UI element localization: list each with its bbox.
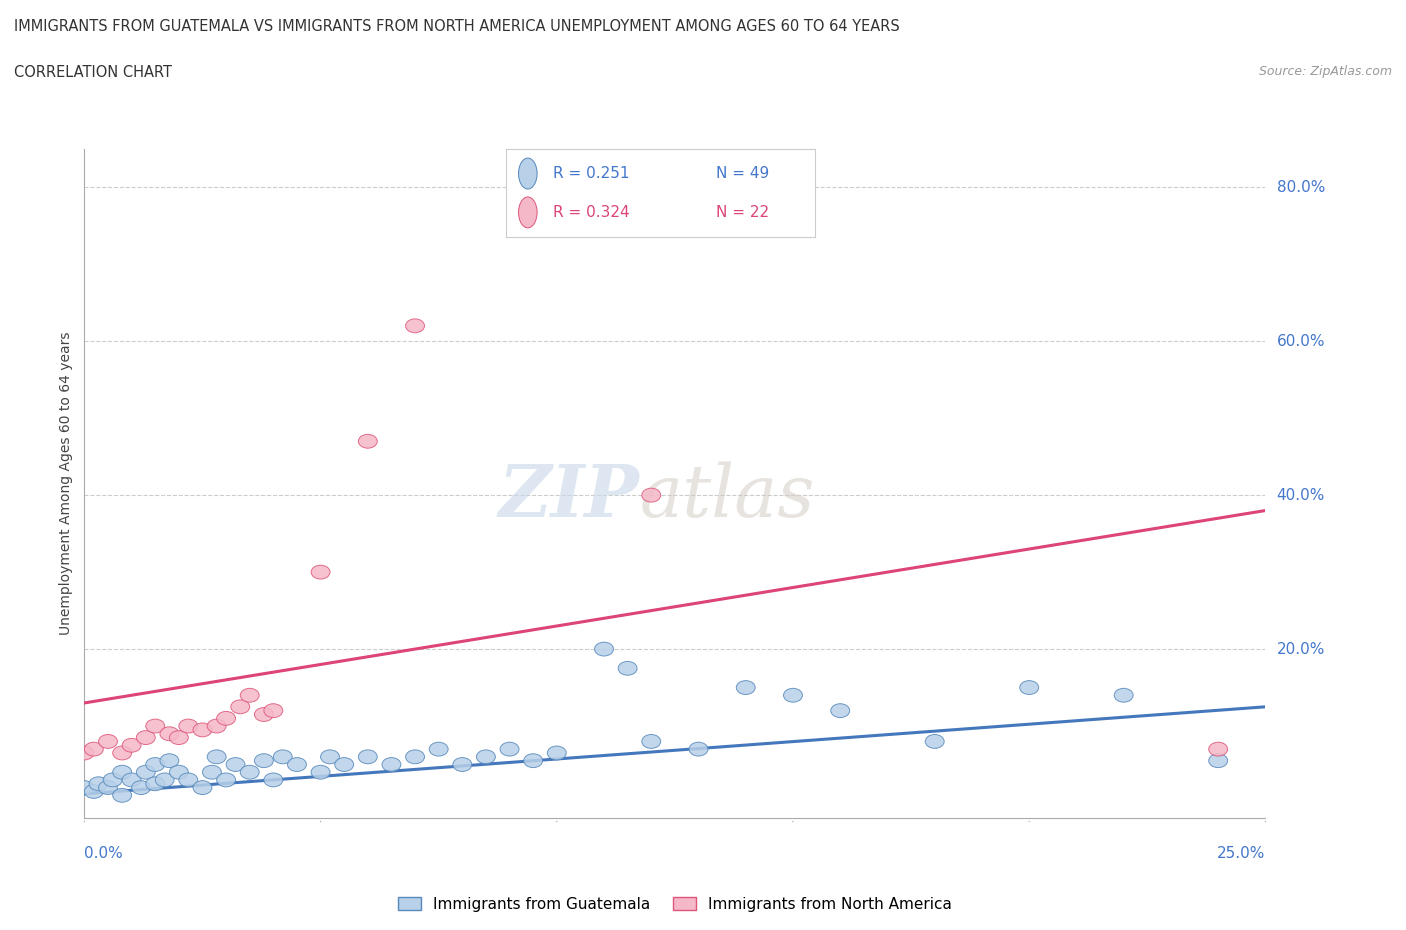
Ellipse shape — [217, 773, 236, 787]
Ellipse shape — [925, 735, 945, 749]
Ellipse shape — [132, 780, 150, 794]
Ellipse shape — [136, 765, 155, 779]
Ellipse shape — [831, 704, 849, 718]
Ellipse shape — [501, 742, 519, 756]
Text: N = 22: N = 22 — [717, 205, 769, 219]
Ellipse shape — [207, 750, 226, 764]
Legend: Immigrants from Guatemala, Immigrants from North America: Immigrants from Guatemala, Immigrants fr… — [392, 891, 957, 918]
Text: 0.0%: 0.0% — [84, 846, 124, 861]
Ellipse shape — [146, 719, 165, 733]
Ellipse shape — [98, 735, 118, 749]
Ellipse shape — [405, 750, 425, 764]
Ellipse shape — [783, 688, 803, 702]
Ellipse shape — [179, 773, 198, 787]
Ellipse shape — [523, 753, 543, 767]
Ellipse shape — [287, 758, 307, 772]
Ellipse shape — [335, 758, 354, 772]
Ellipse shape — [519, 197, 537, 228]
Ellipse shape — [155, 773, 174, 787]
Ellipse shape — [519, 158, 537, 189]
Ellipse shape — [1019, 681, 1039, 695]
Ellipse shape — [359, 434, 377, 448]
Ellipse shape — [240, 688, 259, 702]
Ellipse shape — [405, 319, 425, 333]
Ellipse shape — [1209, 742, 1227, 756]
Ellipse shape — [240, 765, 259, 779]
Ellipse shape — [207, 719, 226, 733]
Ellipse shape — [179, 719, 198, 733]
Ellipse shape — [641, 488, 661, 502]
Ellipse shape — [146, 777, 165, 790]
Ellipse shape — [231, 700, 250, 713]
Text: Source: ZipAtlas.com: Source: ZipAtlas.com — [1258, 65, 1392, 78]
Ellipse shape — [217, 711, 236, 725]
Ellipse shape — [273, 750, 292, 764]
Ellipse shape — [453, 758, 472, 772]
Ellipse shape — [122, 773, 141, 787]
Ellipse shape — [160, 753, 179, 767]
Ellipse shape — [98, 780, 118, 794]
Ellipse shape — [382, 758, 401, 772]
Text: R = 0.324: R = 0.324 — [553, 205, 628, 219]
Text: CORRELATION CHART: CORRELATION CHART — [14, 65, 172, 80]
Ellipse shape — [193, 723, 212, 737]
Ellipse shape — [1209, 753, 1227, 767]
Ellipse shape — [321, 750, 339, 764]
Ellipse shape — [311, 565, 330, 579]
Ellipse shape — [75, 780, 94, 794]
Ellipse shape — [477, 750, 495, 764]
Ellipse shape — [264, 773, 283, 787]
Ellipse shape — [264, 704, 283, 718]
Text: N = 49: N = 49 — [717, 166, 769, 181]
Text: R = 0.251: R = 0.251 — [553, 166, 628, 181]
Ellipse shape — [75, 746, 94, 760]
Ellipse shape — [160, 727, 179, 740]
Ellipse shape — [169, 731, 188, 745]
Text: IMMIGRANTS FROM GUATEMALA VS IMMIGRANTS FROM NORTH AMERICA UNEMPLOYMENT AMONG AG: IMMIGRANTS FROM GUATEMALA VS IMMIGRANTS … — [14, 19, 900, 33]
Ellipse shape — [112, 789, 132, 803]
Ellipse shape — [112, 746, 132, 760]
Ellipse shape — [595, 642, 613, 656]
Ellipse shape — [169, 765, 188, 779]
Ellipse shape — [84, 742, 103, 756]
Text: ZIP: ZIP — [499, 461, 640, 533]
Ellipse shape — [1114, 688, 1133, 702]
Ellipse shape — [193, 780, 212, 794]
Ellipse shape — [122, 738, 141, 752]
Text: 25.0%: 25.0% — [1218, 846, 1265, 861]
Y-axis label: Unemployment Among Ages 60 to 64 years: Unemployment Among Ages 60 to 64 years — [59, 332, 73, 635]
Ellipse shape — [619, 661, 637, 675]
Ellipse shape — [136, 731, 155, 745]
Ellipse shape — [641, 735, 661, 749]
Ellipse shape — [547, 746, 567, 760]
Text: 80.0%: 80.0% — [1277, 179, 1324, 194]
Text: 20.0%: 20.0% — [1277, 642, 1324, 657]
Ellipse shape — [202, 765, 221, 779]
Ellipse shape — [89, 777, 108, 790]
Ellipse shape — [429, 742, 449, 756]
Ellipse shape — [311, 765, 330, 779]
Ellipse shape — [254, 708, 273, 722]
Ellipse shape — [737, 681, 755, 695]
Ellipse shape — [84, 785, 103, 798]
Ellipse shape — [254, 753, 273, 767]
Ellipse shape — [103, 773, 122, 787]
Ellipse shape — [359, 750, 377, 764]
Text: 60.0%: 60.0% — [1277, 334, 1324, 349]
Ellipse shape — [146, 758, 165, 772]
Ellipse shape — [689, 742, 709, 756]
Ellipse shape — [226, 758, 245, 772]
Text: 40.0%: 40.0% — [1277, 487, 1324, 502]
Ellipse shape — [112, 765, 132, 779]
Text: atlas: atlas — [640, 461, 815, 532]
